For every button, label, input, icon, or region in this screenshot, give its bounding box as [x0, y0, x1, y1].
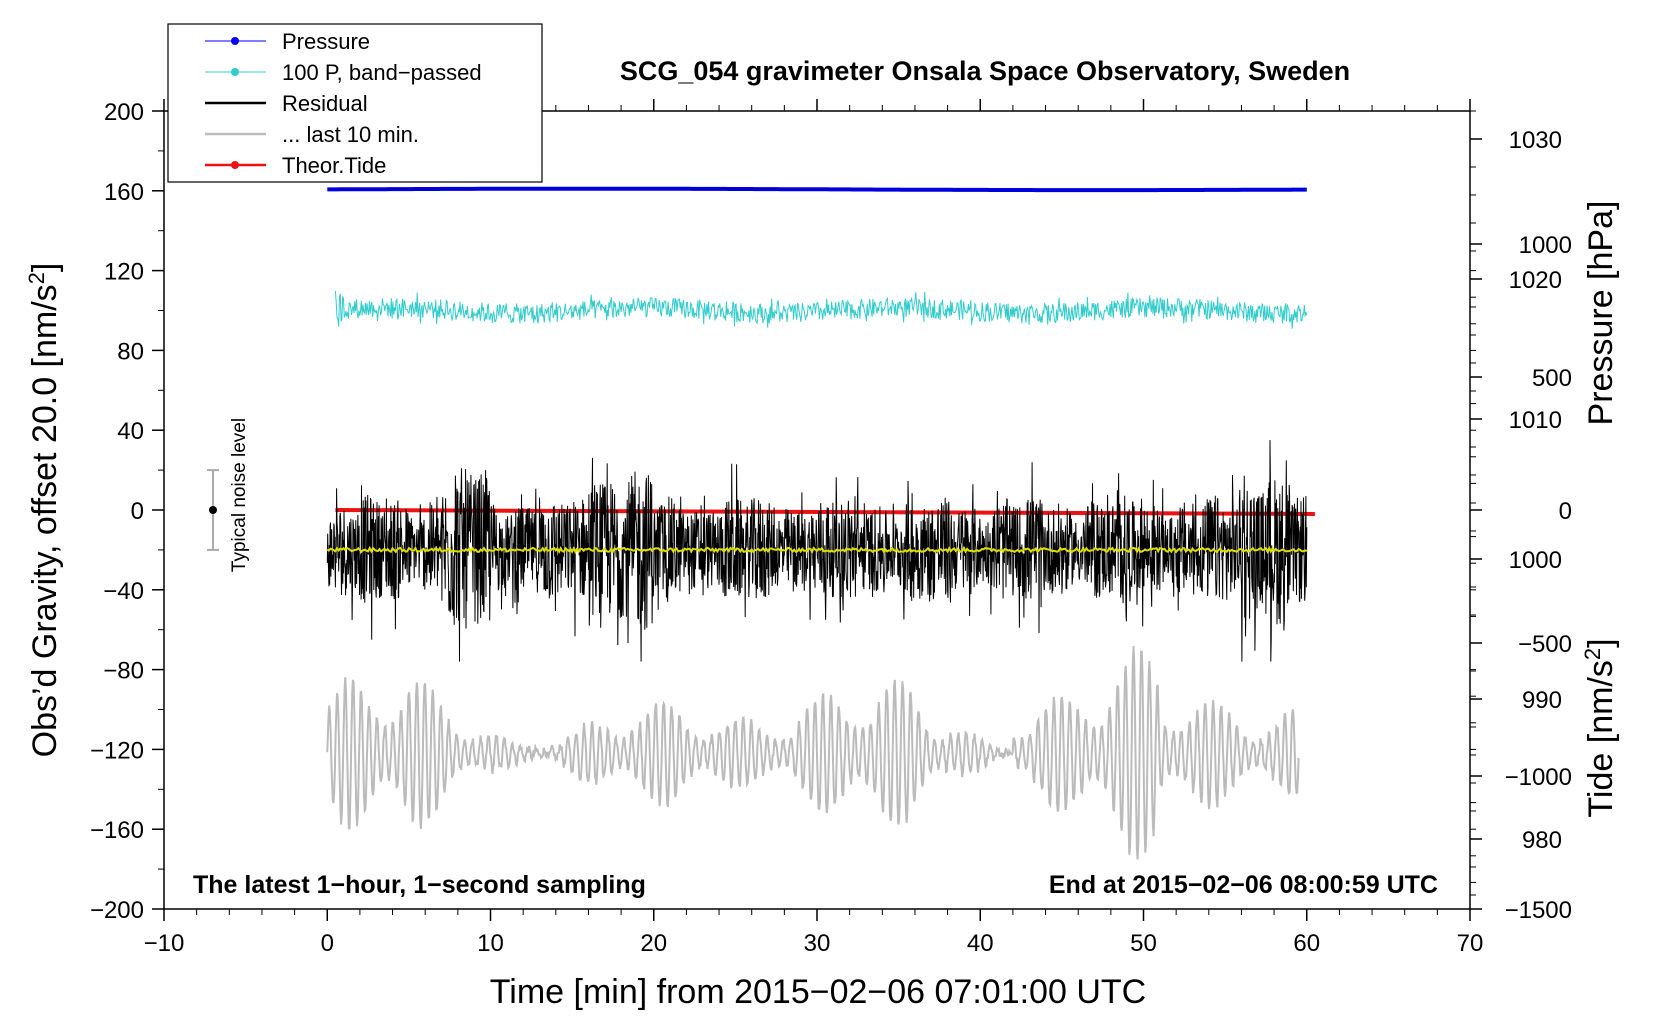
y-axis-label-tide-sup: 2 [1580, 648, 1605, 660]
pressure-tick-label: 980 [1522, 827, 1562, 854]
x-axis-label: Time [min] from 2015−02−06 07:01:00 UTC [490, 973, 1146, 1011]
legend-swatch-marker [231, 68, 239, 76]
tide-tick-label: −1000 [1505, 764, 1572, 791]
tide-tick-label: 1000 [1519, 232, 1572, 259]
y-tick-label: 80 [117, 338, 144, 365]
y-tick-label: −40 [103, 578, 144, 605]
annotation-end-time: End at 2015−02−06 08:00:59 UTC [1049, 871, 1438, 899]
legend-swatch-marker [231, 37, 239, 45]
pressure-tick-label: 1020 [1509, 267, 1562, 294]
pressure-tick-label: 1030 [1509, 127, 1562, 154]
y-tick-label: 40 [117, 418, 144, 445]
y-axis-label-gravity: Obs’d Gravity, offset 20.0 [nm/s2] [24, 263, 64, 758]
series-layer [326, 186, 1315, 860]
x-tick-label: 10 [477, 930, 504, 957]
legend-swatch-marker [231, 161, 239, 169]
series-last-10-min [326, 646, 1300, 860]
series-theor-tide [335, 508, 1315, 516]
noise-bar-label: Typical noise level [229, 418, 250, 572]
tide-tick-label: 500 [1532, 365, 1572, 392]
y-axis-label-gravity-tail: ] [26, 263, 64, 272]
y-tick-label: 160 [104, 179, 144, 206]
noise-level-indicator: Typical noise level [206, 418, 250, 572]
tide-tick-label: 0 [1559, 498, 1572, 525]
x-tick-label: 40 [967, 930, 994, 957]
y-axis-label-tide-text: Tide [nm/s [1582, 660, 1620, 817]
y-tick-label: −80 [103, 658, 144, 685]
pressure-tick-label: 1000 [1509, 547, 1562, 574]
x-tick-label: 60 [1293, 930, 1320, 957]
pressure-tick-label: 1010 [1509, 407, 1562, 434]
y-tick-label: −200 [90, 897, 144, 924]
y-axis-label-pressure: Pressure [hPa] [1582, 201, 1620, 426]
y-axis-label-gravity-text: Obs’d Gravity, offset 20.0 [nm/s [26, 284, 64, 757]
tide-tick-label: −500 [1518, 631, 1572, 658]
series-residual-mean [326, 545, 1308, 555]
chart-title: SCG_054 gravimeter Onsala Space Observat… [620, 56, 1350, 86]
x-tick-label: −10 [144, 930, 185, 957]
annotation-sampling: The latest 1−hour, 1−second sampling [193, 871, 646, 899]
legend-label: Pressure [282, 29, 370, 54]
y-tick-label: −120 [90, 737, 144, 764]
noise-bar-center-dot [208, 506, 217, 514]
legend-label: ... last 10 min. [282, 122, 419, 147]
x-tick-label: 70 [1457, 930, 1484, 957]
y-tick-label: 200 [104, 99, 144, 126]
y-tick-label: 120 [104, 259, 144, 286]
legend-label: Theor.Tide [282, 153, 386, 178]
x-tick-label: 50 [1130, 930, 1157, 957]
series-100p-band-passed [334, 290, 1308, 329]
series-pressure [327, 186, 1307, 193]
x-tick-label: 20 [640, 930, 667, 957]
legend-label: Residual [282, 91, 368, 116]
x-tick-label: 30 [804, 930, 831, 957]
y-axis-label-tide-tail: ] [1582, 638, 1620, 647]
y-tick-label: 0 [131, 498, 144, 525]
series-residual [326, 440, 1308, 662]
x-tick-label: 0 [321, 930, 334, 957]
legend: Pressure 100 P, band−passed Residual ... la… [167, 23, 543, 183]
legend-label: 100 P, band−passed [282, 60, 482, 85]
y-axis-label-tide: Tide [nm/s2] [1580, 638, 1620, 817]
legend-entries: Pressure 100 P, band−passed Residual ... la… [205, 29, 482, 178]
tick-layer: −10 0 10 20 30 40 50 60 70−200−160−120−80−400408… [90, 99, 1572, 957]
pressure-tick-label: 990 [1522, 687, 1562, 714]
y-axis-label-gravity-sup: 2 [24, 272, 49, 284]
y-tick-label: −160 [90, 817, 144, 844]
tide-tick-label: −1500 [1505, 897, 1572, 924]
